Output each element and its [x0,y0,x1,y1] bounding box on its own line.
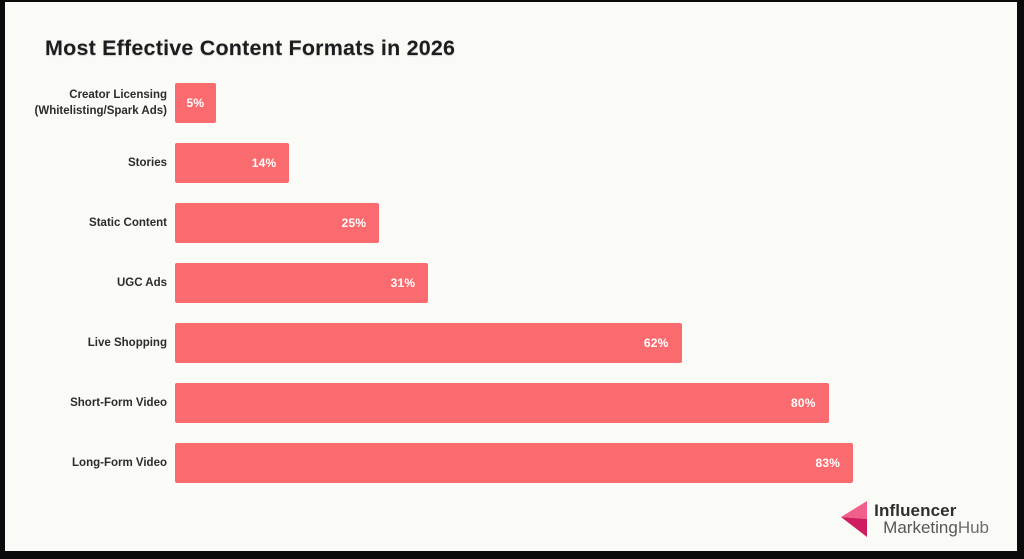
category-label: Live Shopping [87,336,167,349]
bar-row: UGC Ads 31% [20,253,992,313]
bar: 5% [175,83,216,123]
chart-title: Most Effective Content Formats in 2026 [45,36,456,60]
bar-value-label: 14% [251,156,277,170]
bar-track: 31% [175,263,992,303]
bar: 83% [175,443,854,483]
category-label: Static Content [89,216,167,229]
bar-row: Creator Licensing (Whitelisting/Spark Ad… [20,73,992,133]
category-label: Long-Form Video [72,456,167,469]
bar-value-label: 83% [815,456,841,470]
category-label: Short-Form Video [70,396,167,409]
bar: 31% [175,263,429,303]
bar: 80% [175,383,829,423]
brand-logo: Influencer MarketingHub [839,500,989,538]
bar-row: Static Content 25% [20,193,992,253]
bar-track: 5% [175,83,992,123]
bar-row: Short-Form Video 80% [20,373,992,433]
bar-value-label: 31% [390,276,416,290]
category-label: Stories [128,156,167,169]
bar-row: Stories 14% [20,133,992,193]
bar-chart: Creator Licensing (Whitelisting/Spark Ad… [20,73,992,493]
bar-value-label: 62% [643,336,669,350]
bar-track: 25% [175,203,992,243]
bar-value-label: 5% [186,96,205,110]
bar: 14% [175,143,290,183]
bar-track: 14% [175,143,992,183]
bar: 62% [175,323,682,363]
bar-value-label: 80% [790,396,816,410]
category-label: Creator Licensing (Whitelisting/Spark Ad… [34,88,167,117]
bar: 25% [175,203,380,243]
bar-track: 83% [175,443,992,483]
bar-track: 62% [175,323,992,363]
brand-name-hub: Hub [957,518,989,537]
chart-panel: Most Effective Content Formats in 2026 C… [5,2,1017,551]
brand-name-line1: Influencer [874,500,957,520]
bar-row: Live Shopping 62% [20,313,992,373]
bar-value-label: 25% [341,216,367,230]
bar-row: Long-Form Video 83% [20,433,992,493]
brand-name-line2: MarketingHub [874,519,989,536]
bar-track: 80% [175,383,992,423]
brand-logo-text: Influencer MarketingHub [874,500,989,537]
category-label: UGC Ads [116,276,167,289]
brand-name-marketing: Marketing [883,518,958,537]
influencer-marketinghub-logo-icon [841,501,868,537]
